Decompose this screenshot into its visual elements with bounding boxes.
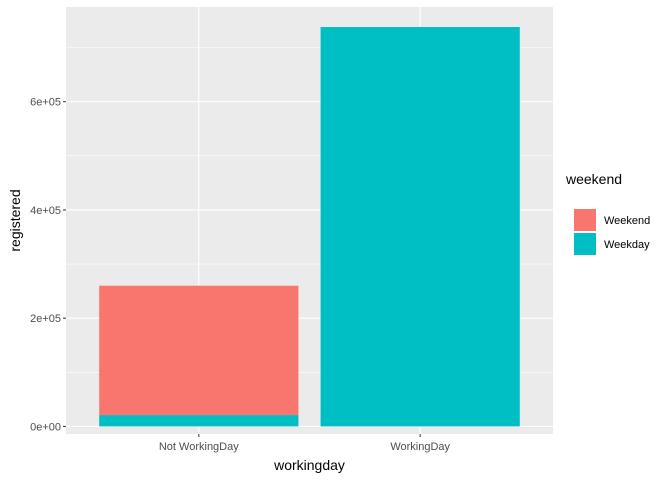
legend-label-weekday: Weekday bbox=[604, 239, 650, 251]
legend-label-weekend: Weekend bbox=[604, 215, 650, 227]
bar-weekday-not-workingday bbox=[99, 415, 299, 427]
legend-key-weekday bbox=[574, 233, 596, 255]
y-axis-title: registered bbox=[7, 189, 23, 251]
bars bbox=[99, 27, 520, 427]
legend: weekend Weekend Weekday bbox=[565, 171, 650, 255]
bar-weekend-not-workingday bbox=[99, 285, 299, 416]
legend-title: weekend bbox=[565, 171, 622, 187]
x-tick-label: WorkingDay bbox=[390, 441, 450, 453]
x-axis-title: workingday bbox=[273, 457, 345, 473]
legend-key-weekend bbox=[574, 209, 596, 231]
y-tick-label: 0e+00 bbox=[30, 421, 61, 433]
x-tick-label: Not WorkingDay bbox=[159, 441, 239, 453]
bar-weekday-workingday bbox=[320, 27, 520, 427]
y-tick-label: 4e+05 bbox=[30, 205, 61, 217]
y-tick-label: 2e+05 bbox=[30, 313, 61, 325]
axes: 0e+00 2e+05 4e+05 6e+05 Not WorkingDay Workin… bbox=[30, 97, 450, 453]
y-tick-label: 6e+05 bbox=[30, 97, 61, 109]
